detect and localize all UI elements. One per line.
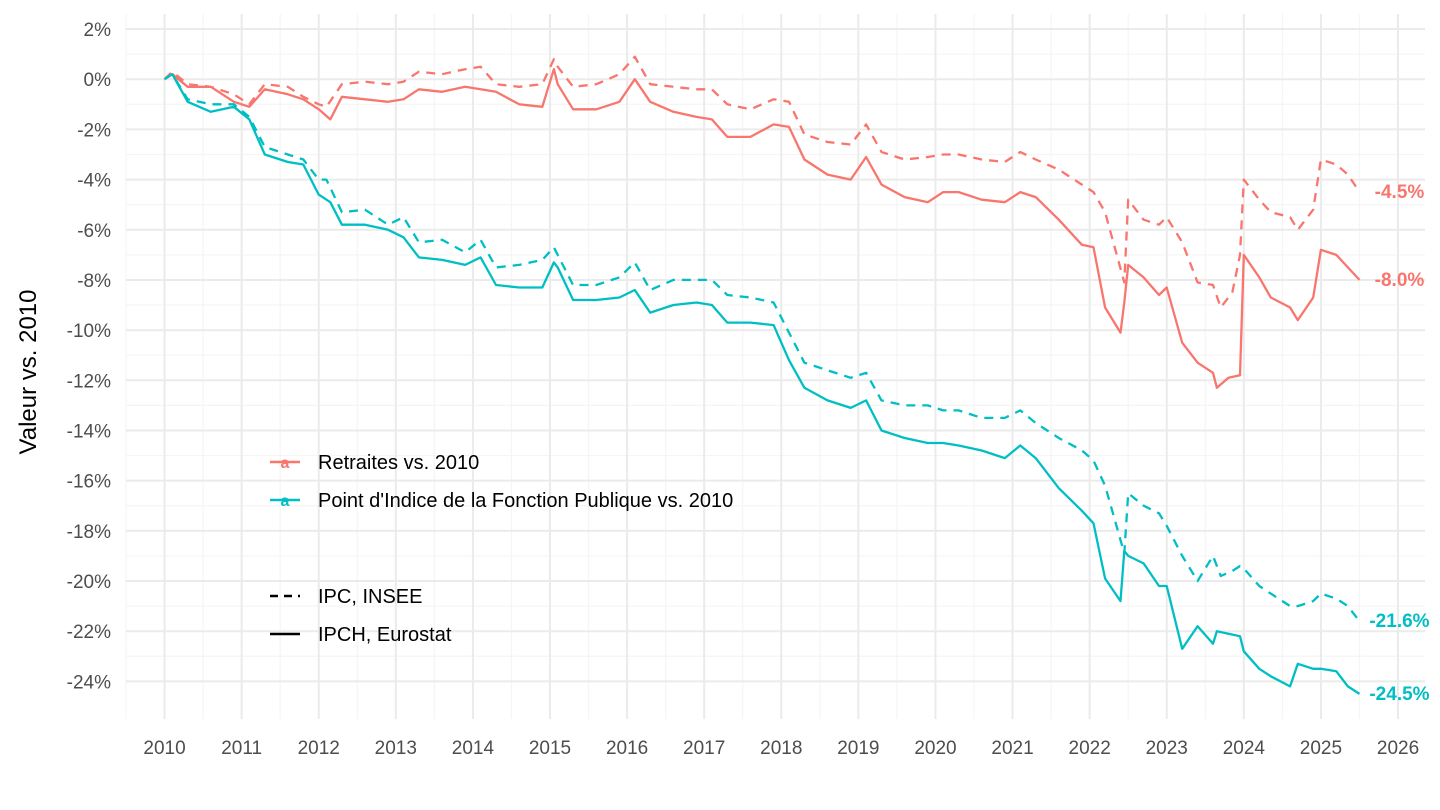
x-axis-ticks: 2010 2011 2012 2013 2014 2015 2016 2017 2018 2019…: [143, 738, 1419, 759]
legend-item-point-indice: a Point d'Indice de la Fonction Publique…: [270, 490, 733, 512]
legend-label-point-indice: Point d'Indice de la Fonction Publique v…: [318, 490, 733, 512]
y-tick-label: -20%: [67, 572, 111, 593]
legend-key-retraites-glyph: a: [281, 455, 290, 472]
series-line-point_indice-solid: [163, 73, 1361, 695]
x-tick-label: 2011: [221, 738, 262, 759]
y-tick-label: 0%: [84, 70, 112, 91]
y-axis-title: Valeur vs. 2010: [15, 290, 42, 455]
end-label: -4.5%: [1375, 182, 1425, 203]
x-tick-label: 2021: [991, 738, 1033, 759]
x-tick-label: 2017: [683, 738, 725, 759]
legend: a Retraites vs. 2010 a Point d'Indice de…: [270, 452, 733, 646]
y-tick-label: -22%: [67, 622, 111, 643]
x-tick-label: 2013: [375, 738, 417, 759]
x-tick-label: 2023: [1146, 738, 1188, 759]
end-labels: -4.5% -8.0% -21.6% -24.5%: [1369, 182, 1429, 705]
y-tick-label: -24%: [67, 672, 111, 693]
end-label: -24.5%: [1369, 684, 1429, 705]
legend-item-ipc: IPC, INSEE: [270, 586, 422, 608]
x-tick-label: 2014: [452, 738, 495, 759]
legend-label-ipc: IPC, INSEE: [318, 586, 422, 608]
end-label: -21.6%: [1369, 611, 1429, 632]
x-tick-label: 2020: [914, 738, 956, 759]
y-tick-label: -2%: [77, 120, 111, 141]
major-grid: [126, 14, 1425, 719]
y-tick-label: -6%: [77, 221, 111, 242]
legend-item-ipch: IPCH, Eurostat: [270, 624, 452, 646]
series-line-retraites-solid: [163, 68, 1361, 389]
y-tick-label: -18%: [67, 522, 111, 543]
x-tick-label: 2015: [529, 738, 571, 759]
series-line-point_indice-dashed: [163, 73, 1361, 622]
x-tick-label: 2025: [1300, 738, 1342, 759]
y-tick-label: -12%: [67, 371, 111, 392]
legend-label-retraites: Retraites vs. 2010: [318, 452, 479, 474]
y-tick-label: -4%: [77, 171, 111, 192]
x-tick-label: 2022: [1069, 738, 1111, 759]
minor-grid: [125, 14, 1425, 719]
y-tick-label: -14%: [67, 421, 111, 442]
legend-item-retraites: a Retraites vs. 2010: [270, 452, 479, 474]
y-tick-label: -8%: [77, 271, 111, 292]
y-axis-ticks: 2% 0% -2% -4% -6% -8% -10% -12% -14% -16% -18% -20%…: [67, 20, 111, 693]
legend-label-ipch: IPCH, Eurostat: [318, 624, 452, 646]
end-label: -8.0%: [1375, 270, 1425, 291]
legend-key-point-indice-glyph: a: [281, 493, 290, 510]
x-tick-label: 2024: [1223, 738, 1266, 759]
x-tick-label: 2026: [1377, 738, 1419, 759]
x-tick-label: 2018: [760, 738, 802, 759]
series-line-retraites-dashed: [163, 55, 1361, 309]
x-tick-label: 2010: [143, 738, 185, 759]
x-tick-label: 2016: [606, 738, 648, 759]
x-tick-label: 2012: [298, 738, 340, 759]
x-tick-label: 2019: [837, 738, 879, 759]
y-tick-label: 2%: [84, 20, 112, 41]
y-tick-label: -16%: [67, 472, 111, 493]
series-layer: [163, 55, 1361, 695]
y-tick-label: -10%: [67, 321, 111, 342]
